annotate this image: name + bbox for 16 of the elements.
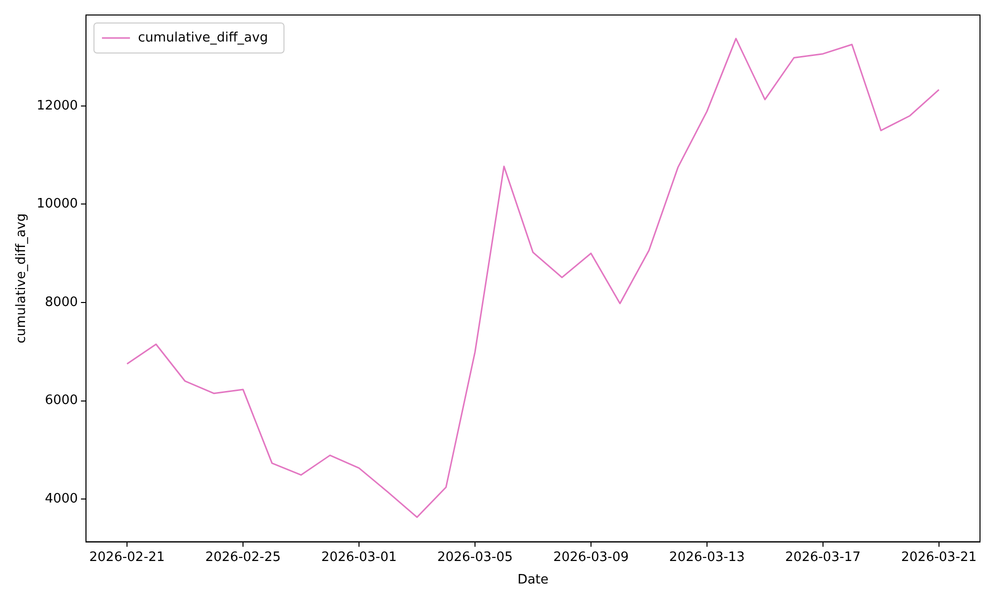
y-tick-label: 8000 xyxy=(44,294,78,310)
y-tick-label: 10000 xyxy=(36,196,78,212)
legend-label: cumulative_diff_avg xyxy=(138,30,268,46)
x-axis-title: Date xyxy=(517,572,549,588)
x-tick-label: 2026-03-21 xyxy=(901,550,977,565)
x-tick-label: 2026-03-17 xyxy=(785,550,861,565)
x-tick-label: 2026-03-01 xyxy=(321,550,397,565)
x-tick-label: 2026-02-25 xyxy=(205,550,281,565)
y-axis-title: cumulative_diff_avg xyxy=(14,213,30,344)
y-tick-label: 12000 xyxy=(36,98,78,114)
x-tick-label: 2026-03-13 xyxy=(669,550,745,565)
y-tick-label: 4000 xyxy=(44,491,78,506)
x-tick-label: 2026-03-09 xyxy=(553,550,629,565)
y-tick-label: 6000 xyxy=(44,393,78,408)
x-tick-label: 2026-02-21 xyxy=(89,550,165,565)
x-tick-label: 2026-03-05 xyxy=(437,550,513,565)
